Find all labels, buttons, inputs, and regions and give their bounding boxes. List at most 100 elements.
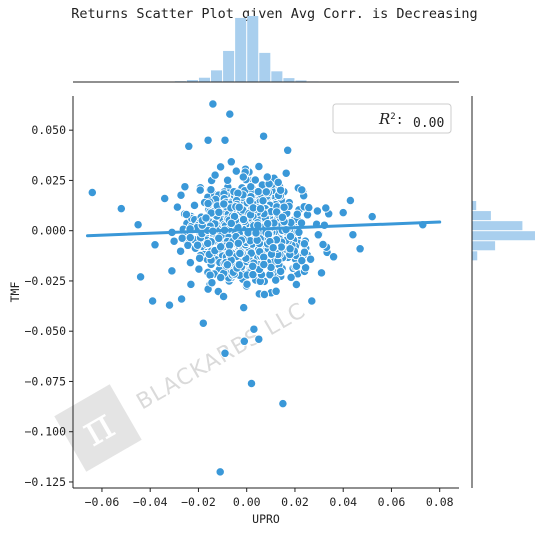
histogram-bar	[247, 16, 259, 82]
scatter-point	[218, 291, 229, 302]
scatter-point	[203, 238, 213, 249]
scatter-point	[259, 289, 270, 300]
scatter-point	[285, 231, 296, 242]
scatter-point	[338, 207, 348, 218]
scatter-point	[210, 170, 220, 180]
r2-annotation-box	[332, 103, 452, 134]
scatter-point	[255, 204, 266, 214]
scatter-point	[185, 232, 195, 243]
scatter-point	[167, 266, 177, 276]
scatter-point	[160, 193, 170, 204]
scatter-point	[133, 220, 143, 230]
marginal-histogram-x	[174, 16, 319, 82]
scatter-point	[222, 260, 233, 270]
x-tick-label: 0.06	[378, 495, 406, 509]
scatter-point	[216, 242, 226, 252]
scatter-point	[307, 296, 317, 306]
scatter-point	[172, 202, 183, 212]
scatter-point	[283, 145, 293, 155]
scatter-point	[169, 236, 179, 246]
x-tick-label: −0.02	[181, 495, 216, 509]
scatter-point	[226, 157, 236, 167]
y-tick-label: −0.050	[24, 324, 66, 338]
scatter-point	[207, 278, 217, 288]
scatter-point	[224, 240, 235, 250]
scatter-point	[348, 230, 358, 240]
scatter-point	[291, 261, 302, 271]
scatter-point	[300, 263, 311, 273]
scatter-point	[181, 209, 192, 220]
scatter-point	[281, 168, 291, 178]
scatter-point	[313, 230, 323, 240]
scatter-point	[299, 239, 310, 249]
watermark: π BLACKARBS LLC	[54, 298, 310, 472]
histogram-bar	[223, 50, 235, 82]
scatter-point	[259, 259, 269, 270]
scatter-point	[275, 185, 286, 195]
pi-logo-icon	[54, 384, 142, 472]
scatter-point	[176, 294, 187, 304]
scatter-point	[194, 264, 204, 274]
scatter-point	[355, 244, 365, 254]
histogram-bar	[295, 80, 307, 82]
scatter-point	[208, 99, 218, 109]
histogram-bar	[283, 78, 295, 82]
scatter-point	[215, 162, 226, 172]
histogram-bar	[472, 241, 496, 251]
scatter-point	[226, 218, 236, 229]
scatter-point	[305, 254, 316, 264]
scatter-point	[186, 279, 196, 290]
scatter-point	[220, 348, 230, 358]
scatter-point	[286, 272, 296, 283]
scatter-point	[321, 203, 331, 213]
histogram-bar	[472, 221, 523, 231]
scatter-point	[258, 196, 268, 206]
scatter-point	[219, 199, 229, 209]
scatter-point	[258, 131, 269, 141]
scatter-point	[246, 378, 257, 389]
scatter-point	[164, 300, 175, 310]
x-axis-ticks: −0.06 −0.04 −0.02 0.00 0.02 0.04 0.06 0.08	[85, 488, 454, 509]
scatter-point	[185, 257, 196, 268]
scatter-point	[271, 286, 281, 296]
scatter-point	[233, 238, 243, 248]
r2-annotation-value: 0.00	[413, 116, 444, 131]
scatter-point	[279, 202, 289, 212]
histogram-bar	[472, 211, 491, 221]
scatter-point	[248, 269, 258, 280]
scatter-point	[304, 202, 314, 213]
scatter-point	[116, 203, 126, 214]
scatter-point	[367, 211, 377, 222]
scatter-point	[176, 190, 186, 200]
scatter-point	[224, 248, 234, 258]
scatter-point	[184, 141, 194, 151]
scatter-point	[87, 187, 97, 198]
x-tick-label: −0.04	[133, 495, 168, 509]
scatter-point	[248, 261, 258, 271]
histogram-bar	[472, 251, 478, 261]
scatter-point	[201, 213, 211, 223]
scatter-point	[268, 243, 278, 253]
y-tick-label: 0.050	[31, 123, 66, 137]
x-tick-label: 0.04	[329, 495, 357, 509]
y-tick-label: −0.075	[24, 374, 66, 388]
histogram-bar	[235, 17, 247, 82]
x-tick-label: −0.06	[85, 495, 120, 509]
histogram-bar	[472, 231, 535, 241]
y-tick-label: −0.025	[24, 274, 66, 288]
histogram-bar	[472, 201, 477, 211]
scatter-point	[175, 246, 186, 256]
scatter-point	[285, 244, 295, 254]
scatter-point	[250, 175, 260, 185]
chart-title: Returns Scatter Plot given Avg Corr. is …	[71, 6, 478, 22]
r2-annotation: R2: 0.00	[332, 103, 452, 134]
scatter-point	[273, 177, 283, 188]
scatter-point	[294, 227, 304, 237]
y-axis-ticks: 0.050 0.025 0.000 −0.025 −0.050 −0.075 −0.100 −…	[24, 123, 73, 489]
scatter-point	[205, 270, 215, 280]
histogram-bar	[259, 52, 271, 82]
scatter-point	[345, 195, 356, 206]
scatter-point	[177, 233, 187, 243]
scatter-point	[194, 253, 205, 263]
scatter-point	[277, 212, 288, 222]
